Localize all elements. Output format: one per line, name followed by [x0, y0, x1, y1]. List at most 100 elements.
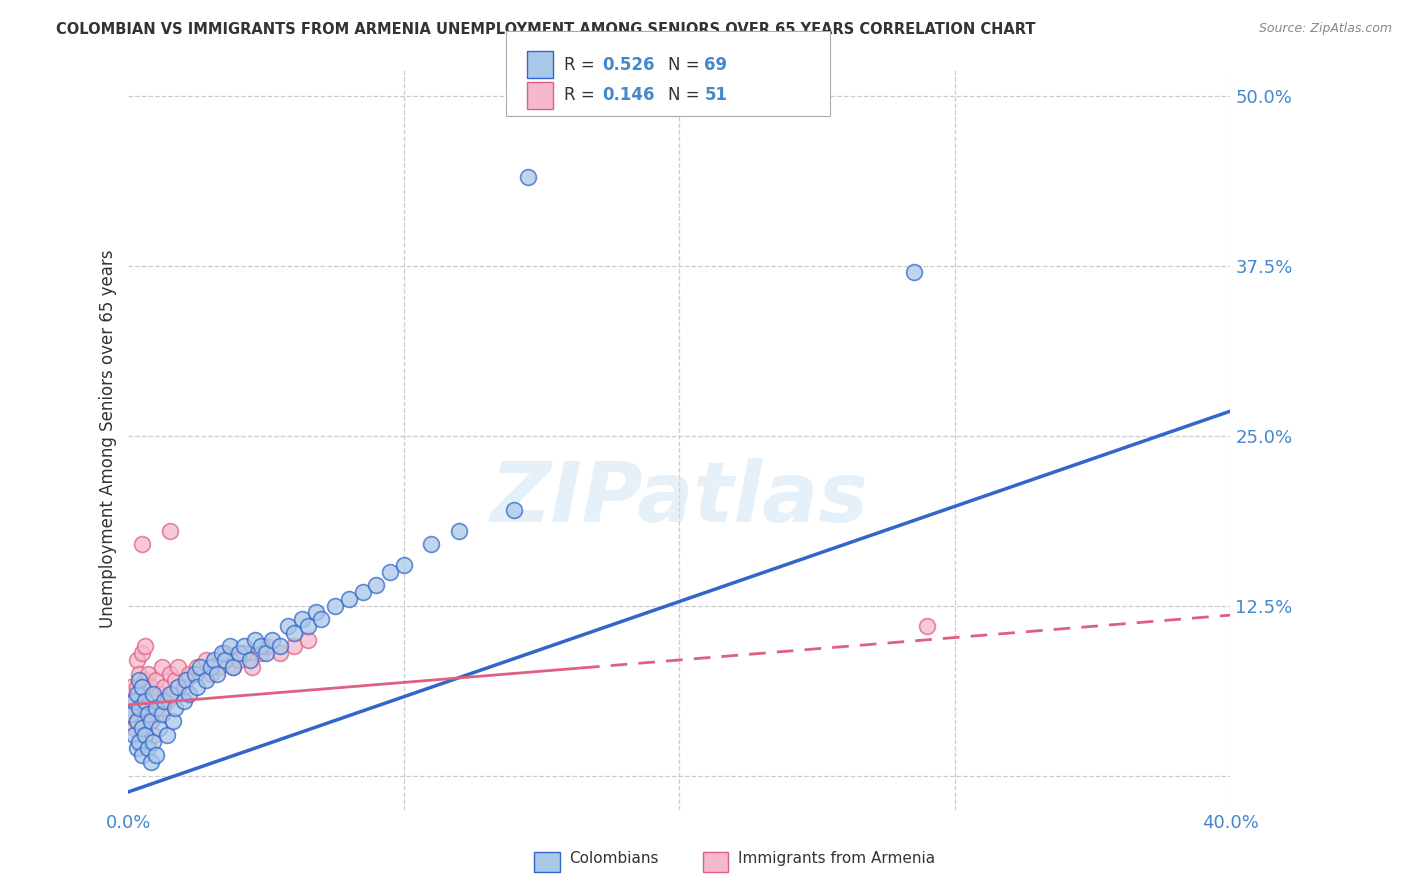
Point: [194, 673, 217, 688]
Point: [200, 666, 222, 681]
Point: [283, 640, 305, 654]
Point: [233, 646, 256, 660]
Point: [139, 714, 162, 728]
Point: [903, 265, 925, 279]
Point: [352, 585, 374, 599]
Point: [917, 619, 939, 633]
Point: [148, 687, 170, 701]
Text: R =: R =: [564, 56, 600, 74]
Point: [120, 707, 142, 722]
Point: [150, 700, 173, 714]
Y-axis label: Unemployment Among Seniors over 65 years: Unemployment Among Seniors over 65 years: [100, 250, 117, 628]
Point: [150, 660, 173, 674]
Point: [277, 619, 299, 633]
Point: [222, 660, 245, 674]
Point: [186, 680, 208, 694]
Point: [134, 673, 156, 688]
Point: [420, 537, 443, 551]
Point: [366, 578, 388, 592]
Point: [380, 565, 402, 579]
Point: [249, 646, 271, 660]
Point: [242, 660, 264, 674]
Point: [173, 680, 195, 694]
Point: [136, 741, 159, 756]
Point: [131, 721, 153, 735]
Point: [148, 721, 170, 735]
Point: [131, 537, 153, 551]
Point: [162, 714, 184, 728]
Point: [177, 666, 200, 681]
Point: [183, 666, 205, 681]
Point: [139, 680, 162, 694]
Point: [194, 653, 217, 667]
Point: [205, 666, 228, 681]
Point: [176, 673, 198, 688]
Point: [128, 666, 150, 681]
Point: [392, 558, 415, 572]
Text: Immigrants from Armenia: Immigrants from Armenia: [738, 852, 935, 866]
Point: [131, 687, 153, 701]
Text: COLOMBIAN VS IMMIGRANTS FROM ARMENIA UNEMPLOYMENT AMONG SENIORS OVER 65 YEARS CO: COLOMBIAN VS IMMIGRANTS FROM ARMENIA UNE…: [56, 22, 1036, 37]
Point: [145, 673, 167, 688]
Point: [125, 680, 148, 694]
Point: [447, 524, 470, 538]
Point: [173, 694, 195, 708]
Point: [145, 707, 167, 722]
Text: 0.146: 0.146: [602, 87, 654, 104]
Point: [208, 660, 231, 674]
Point: [125, 741, 148, 756]
Point: [297, 632, 319, 647]
Point: [136, 700, 159, 714]
Point: [122, 728, 145, 742]
Text: R =: R =: [564, 87, 600, 104]
Point: [153, 694, 176, 708]
Point: [503, 503, 526, 517]
Point: [165, 700, 187, 714]
Point: [142, 728, 165, 742]
Point: [159, 687, 181, 701]
Point: [131, 680, 153, 694]
Point: [222, 660, 245, 674]
Point: [128, 734, 150, 748]
Text: ZIPatlas: ZIPatlas: [491, 458, 869, 539]
Point: [159, 524, 181, 538]
Point: [122, 721, 145, 735]
Point: [145, 700, 167, 714]
Point: [131, 728, 153, 742]
Point: [120, 680, 142, 694]
Point: [516, 170, 538, 185]
Point: [125, 653, 148, 667]
Point: [125, 687, 148, 701]
Point: [145, 748, 167, 763]
Point: [228, 653, 250, 667]
Point: [165, 673, 187, 688]
Point: [214, 646, 236, 660]
Point: [153, 680, 176, 694]
Point: [177, 687, 200, 701]
Point: [323, 599, 346, 613]
Point: [186, 660, 208, 674]
Text: 69: 69: [704, 56, 727, 74]
Point: [142, 687, 165, 701]
Point: [128, 673, 150, 688]
Point: [142, 734, 165, 748]
Point: [156, 728, 179, 742]
Point: [125, 714, 148, 728]
Point: [283, 625, 305, 640]
Point: [134, 707, 156, 722]
Point: [134, 728, 156, 742]
Point: [200, 660, 222, 674]
Point: [131, 646, 153, 660]
Point: [249, 640, 271, 654]
Point: [139, 714, 162, 728]
Point: [291, 612, 314, 626]
Point: [254, 646, 277, 660]
Point: [269, 646, 291, 660]
Point: [233, 640, 256, 654]
Point: [167, 660, 190, 674]
Point: [188, 660, 211, 674]
Point: [122, 694, 145, 708]
Point: [159, 666, 181, 681]
Point: [139, 755, 162, 769]
Point: [125, 714, 148, 728]
